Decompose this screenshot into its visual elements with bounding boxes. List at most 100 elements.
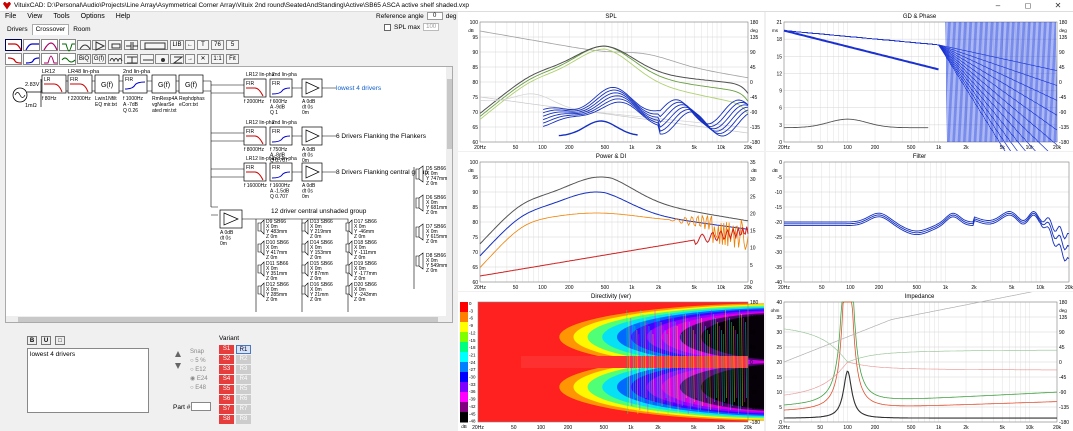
spl-max-checkbox[interactable] (384, 23, 391, 31)
inductor-icon[interactable] (108, 54, 123, 64)
variant-s-button[interactable]: S2 (219, 355, 234, 364)
snap-option-e48[interactable]: ○ E48 (190, 385, 206, 391)
variant-r-button[interactable]: R6 (236, 395, 251, 404)
schematic-canvas[interactable]: 2.83V 1mΩ LR12 LR48 lin-pha 2nd lin-pha LR f 8… (6, 67, 453, 323)
minimize-button[interactable]: – (995, 1, 1001, 10)
variant-r-button[interactable]: R8 (236, 415, 251, 424)
notch-filter-button[interactable] (59, 39, 76, 52)
summing-icon[interactable] (170, 54, 184, 64)
y-tick-label: -5 (778, 175, 783, 181)
variant-r-button[interactable]: R7 (236, 405, 251, 414)
highshelf-filter-button[interactable] (23, 53, 40, 65)
menu-tools[interactable]: Tools (53, 13, 70, 20)
driver-z: Z 0m (266, 276, 277, 282)
filter-param-text: f 1600Hz (270, 183, 291, 189)
filter-graph[interactable]: Filter 0 -5 -10 -15 -20 -25 -30 -35 -40 dB 20Hz 50 10… (766, 152, 1073, 291)
bold-button[interactable]: B (27, 336, 37, 345)
ground-icon[interactable] (140, 40, 168, 50)
filter-param-text: eCorr.txt (179, 102, 199, 108)
x-tick-label: 2k (963, 425, 969, 431)
menu-view[interactable]: View (27, 13, 43, 20)
variant-s-button[interactable]: S7 (219, 405, 234, 414)
directivity-streak (741, 313, 743, 407)
reference-angle-input[interactable]: 0 (426, 12, 443, 20)
spl-max-input[interactable]: 100 (423, 23, 440, 31)
power-di-graph[interactable]: Power & DI 100 95 90 85 80 75 70 65 60 35 30 25 20 15 1… (458, 152, 764, 291)
resistor-icon[interactable] (108, 40, 122, 50)
zoom-1to1-button[interactable]: 1:1 (211, 54, 224, 64)
notes-textarea[interactable]: lowest 4 drivers (27, 348, 149, 413)
phase-wrap-line (1010, 21, 1013, 143)
snap-option-5pct[interactable]: ○ 5 % (190, 358, 206, 364)
speaker-icon (257, 282, 265, 298)
variant-r-button[interactable]: R4 (236, 375, 251, 384)
variant-s-button[interactable]: S4 (219, 375, 234, 384)
snap-option-e12[interactable]: ○ E12 (190, 367, 206, 373)
biquad-icon[interactable] (77, 40, 91, 50)
wire-icon[interactable] (140, 54, 154, 64)
gd-phase-graph[interactable]: GD & Phase 21 18 15 12 9 6 3 0 180 135 90 45 0 -45 -90 -… (766, 12, 1073, 151)
spl-series-line (479, 45, 749, 117)
driver-name: D19 SB66 (354, 261, 377, 267)
library-button[interactable]: LIB (170, 40, 184, 50)
variant-s-button[interactable]: S6 (219, 395, 234, 404)
peak-filter-button[interactable] (41, 53, 58, 65)
underline-button[interactable]: U (41, 336, 51, 345)
spl-graph[interactable]: SPL 100 95 90 85 80 75 70 65 60 180 135 90 45 0 -45 -90 -… (458, 12, 764, 151)
variant-r-button[interactable]: R1 (236, 345, 251, 354)
filter-param-text: ated mir.txt (152, 108, 177, 114)
lowpass-filter-button[interactable] (5, 39, 22, 51)
highpass-filter-button[interactable] (23, 39, 40, 51)
spl-series-line (542, 89, 749, 127)
arrow-right-icon[interactable]: → (185, 54, 195, 64)
text-tool-button[interactable]: T (197, 40, 209, 50)
variant-s-button[interactable]: S8 (219, 415, 234, 424)
biquad-button[interactable]: BiQ (77, 54, 91, 64)
crossover-schematic[interactable]: 2.83V 1mΩ LR12 LR48 lin-pha 2nd lin-pha LR f 8… (5, 66, 453, 323)
variant-s-button[interactable]: S5 (219, 385, 234, 394)
tab-crossover[interactable]: Crossover (31, 24, 70, 35)
variant-r-button[interactable]: R2 (236, 355, 251, 364)
close-button[interactable]: ✕ (1054, 1, 1062, 10)
directivity-streak (702, 321, 705, 403)
snap-option-e24[interactable]: ◉ E24 (190, 376, 208, 382)
gd-series-line (784, 118, 929, 129)
gf-button[interactable]: G(f) (92, 54, 106, 64)
variant-s-button[interactable]: S1 (219, 345, 234, 354)
allpass-filter-button[interactable] (59, 53, 76, 65)
variant-r-button[interactable]: R3 (236, 365, 251, 374)
move-down-icon[interactable] (174, 362, 182, 370)
tab-room[interactable]: Room (73, 26, 91, 33)
transformer-icon[interactable] (124, 54, 138, 64)
font-size-button[interactable]: 76 (211, 40, 224, 50)
impedance-graph[interactable]: Impedance 40 35 30 25 20 15 10 5 0 180 135 90 45 0 -45-… (766, 292, 1073, 431)
y-tick-label: 15 (776, 375, 782, 381)
frame-button[interactable]: □ (55, 336, 65, 345)
variant-s-button[interactable]: S3 (219, 365, 234, 374)
delete-icon[interactable]: ✕ (197, 54, 209, 64)
part-number-input[interactable] (191, 402, 211, 411)
tab-drivers[interactable]: Drivers (7, 26, 28, 33)
capacitor-icon[interactable] (124, 40, 138, 50)
zoom-fit-button[interactable]: Fit (226, 54, 239, 64)
directivity-streak (698, 313, 701, 411)
menu-options[interactable]: Options (80, 13, 105, 20)
directivity-streak (745, 321, 747, 399)
arrow-left-icon[interactable]: ← (185, 40, 195, 50)
move-up-icon[interactable] (174, 350, 182, 358)
x-tick-label: 20k (1053, 425, 1062, 431)
lowshelf-filter-button[interactable] (5, 53, 22, 65)
driver-y: Y 219mm (310, 229, 331, 235)
spl-max-label: SPL max (394, 23, 421, 31)
y-tick-label: 80 (472, 220, 478, 226)
variant-r-button[interactable]: R5 (236, 385, 251, 394)
gain-icon[interactable] (92, 40, 106, 51)
node-icon[interactable] (155, 54, 169, 64)
x-tick-label: 5k (1009, 285, 1015, 291)
menu-file[interactable]: File (5, 13, 17, 20)
maximize-button[interactable]: ◻ (1024, 1, 1032, 10)
directivity-graph[interactable]: Directivity (ver) 0 -3 -6 -9 -12 -15 -18 -21 -24 -… (458, 292, 764, 431)
bandpass-filter-button[interactable] (41, 39, 58, 51)
grid-size-button[interactable]: 5 (226, 40, 239, 50)
menu-help[interactable]: Help (115, 13, 131, 20)
